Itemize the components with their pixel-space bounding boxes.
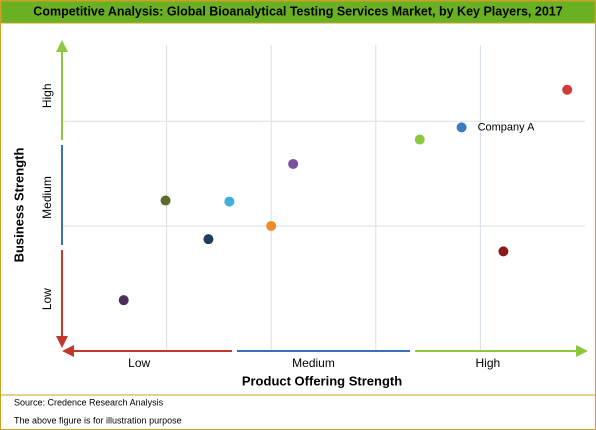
point <box>266 220 277 231</box>
point <box>414 134 425 145</box>
title-bar <box>0 0 596 24</box>
x-arrow-tail <box>62 345 74 357</box>
point <box>224 196 235 207</box>
x-category-label: High <box>475 356 500 370</box>
y-arrow-tail <box>56 336 68 348</box>
x-axis-title: Product Offering Strength <box>242 373 402 388</box>
chart-title: Competitive Analysis: Global Bioanalytic… <box>33 4 562 18</box>
point <box>118 295 129 306</box>
point <box>562 84 573 95</box>
y-category-label: High <box>40 83 54 108</box>
point <box>203 234 214 245</box>
grid <box>62 45 585 350</box>
point <box>288 158 299 169</box>
y-category-label: Medium <box>40 176 54 219</box>
note: The above figure is for illustration pur… <box>14 415 182 425</box>
source: Source: Credence Research Analysis <box>14 397 164 407</box>
y-category-label: Low <box>40 288 54 310</box>
y-axis-title: Business Strength <box>11 148 26 263</box>
point <box>160 195 171 206</box>
point-label: Company A <box>478 121 536 133</box>
x-arrow-head <box>576 345 588 357</box>
x-category-label: Low <box>128 356 150 370</box>
y-arrow-head <box>56 40 68 52</box>
point <box>498 246 509 257</box>
x-category-label: Medium <box>292 356 335 370</box>
point <box>456 122 467 133</box>
